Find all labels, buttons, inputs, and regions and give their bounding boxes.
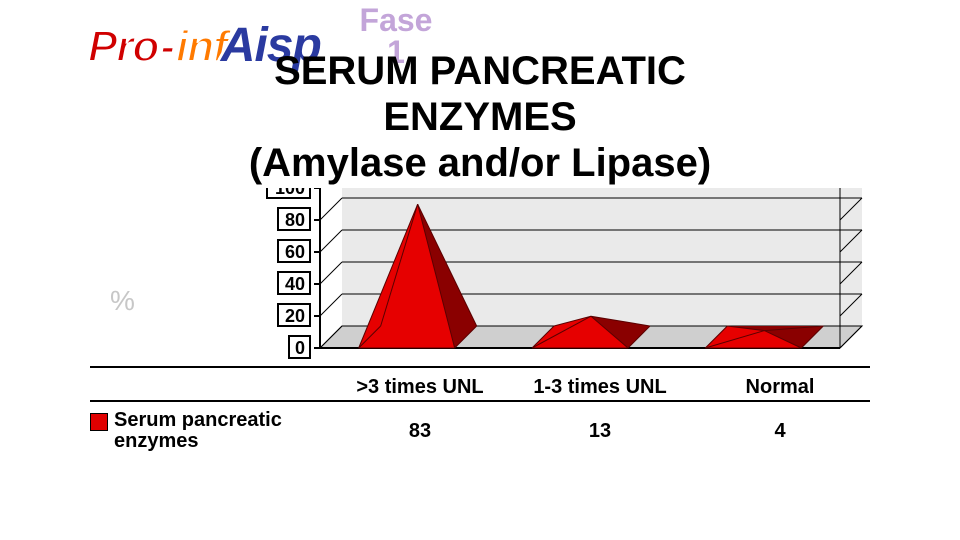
legend-swatch: [90, 413, 108, 431]
table-col-header: 1-3 times UNL: [510, 376, 690, 399]
legend: Serum pancreatic enzymes: [90, 410, 330, 452]
legend-line1: Serum pancreatic: [114, 409, 282, 431]
svg-text:80: 80: [285, 210, 305, 230]
legend-line2: enzymes: [114, 430, 199, 452]
table-header-row: >3 times UNL 1-3 times UNL Normal: [90, 370, 870, 404]
svg-text:40: 40: [285, 274, 305, 294]
title-line1: SERUM PANCREATIC: [274, 49, 686, 93]
table-value: 83: [330, 420, 510, 443]
phase-word: Fase: [360, 2, 433, 38]
table-value: 4: [690, 420, 870, 443]
title-line3: (Amylase and/or Lipase): [249, 141, 711, 185]
svg-text:0: 0: [295, 338, 305, 358]
title-line2: ENZYMES: [383, 95, 576, 139]
table-col-header: Normal: [690, 376, 870, 399]
slide: Pro - inf Aisp Fase 1 SERUM PANCREATIC E…: [0, 0, 960, 540]
table-rule-top: [90, 366, 870, 368]
data-table: >3 times UNL 1-3 times UNL Normal Serum …: [90, 370, 870, 452]
table-data-row: Serum pancreatic enzymes 83 13 4: [90, 410, 870, 452]
svg-text:20: 20: [285, 306, 305, 326]
legend-text: Serum pancreatic enzymes: [114, 410, 282, 452]
table-col-header: >3 times UNL: [330, 376, 510, 399]
slide-title: SERUM PANCREATIC ENZYMES (Amylase and/or…: [0, 48, 960, 186]
svg-text:100: 100: [275, 188, 305, 198]
svg-text:60: 60: [285, 242, 305, 262]
table-value: 13: [510, 420, 690, 443]
